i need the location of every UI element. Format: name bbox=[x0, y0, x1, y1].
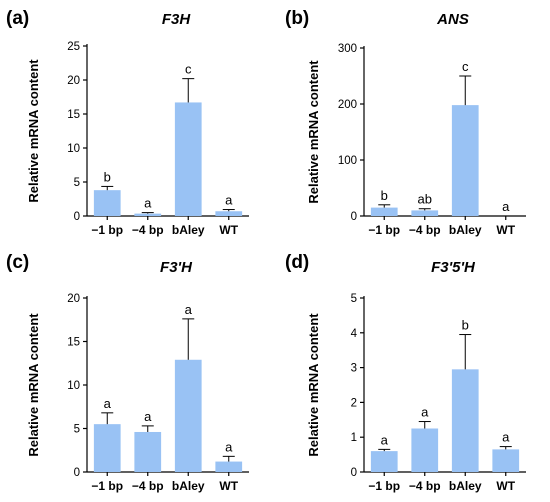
significance-label: c bbox=[185, 62, 192, 77]
x-tick-label: −4 bp bbox=[409, 223, 441, 237]
significance-label: a bbox=[225, 193, 233, 208]
chart-panel: (a) F3H Relative mRNA content 0 5 10 15 20 25 b −1… bbox=[6, 8, 249, 237]
significance-label: a bbox=[225, 439, 233, 454]
y-tick-label: 20 bbox=[67, 75, 80, 87]
x-tick-label: bAley bbox=[172, 479, 205, 493]
bar bbox=[451, 105, 479, 216]
significance-label: a bbox=[144, 196, 152, 211]
significance-label: a bbox=[144, 409, 152, 424]
x-tick-label: WT bbox=[496, 479, 515, 493]
y-tick-label: 300 bbox=[338, 43, 357, 55]
y-axis-label: Relative mRNA content bbox=[26, 313, 41, 457]
bar bbox=[174, 102, 202, 216]
bar bbox=[93, 424, 121, 472]
significance-label: b bbox=[381, 188, 388, 203]
y-tick-label: 15 bbox=[67, 337, 80, 349]
y-tick-label: 0 bbox=[351, 211, 357, 223]
bar bbox=[492, 449, 520, 472]
chart-title: ANS bbox=[436, 11, 469, 28]
bar bbox=[134, 431, 162, 472]
y-axis-label: Relative mRNA content bbox=[306, 60, 321, 204]
chart-title: F3'5'H bbox=[431, 259, 476, 276]
significance-label: c bbox=[462, 59, 469, 74]
chart-panel: (d) F3'5'H Relative mRNA content 0 1 2 3 4 5 a −1 … bbox=[285, 252, 526, 493]
y-tick-label: 200 bbox=[338, 99, 357, 111]
y-tick-label: 10 bbox=[67, 380, 80, 392]
chart-panel: (b) ANS Relative mRNA content 0 100 200 300 b −1… bbox=[285, 8, 526, 237]
x-tick-label: −1 bp bbox=[368, 479, 400, 493]
x-tick-label: WT bbox=[496, 223, 515, 237]
y-tick-label: 3 bbox=[351, 363, 357, 375]
bar bbox=[370, 451, 398, 472]
y-tick-label: 2 bbox=[351, 397, 357, 409]
bar bbox=[451, 369, 479, 472]
x-tick-label: bAley bbox=[172, 223, 205, 237]
x-tick-label: bAley bbox=[449, 223, 482, 237]
x-tick-label: −1 bp bbox=[91, 479, 123, 493]
significance-label: b bbox=[462, 318, 469, 333]
bar bbox=[174, 359, 202, 472]
significance-label: a bbox=[502, 199, 510, 214]
y-tick-label: 5 bbox=[74, 424, 80, 436]
x-tick-label: −1 bp bbox=[91, 223, 123, 237]
panel-label: (d) bbox=[285, 252, 309, 273]
y-axis-label: Relative mRNA content bbox=[26, 59, 41, 203]
y-axis-label: Relative mRNA content bbox=[306, 313, 321, 457]
x-tick-label: bAley bbox=[449, 479, 482, 493]
significance-label: a bbox=[104, 396, 112, 411]
significance-label: a bbox=[381, 432, 389, 447]
bar bbox=[411, 428, 439, 472]
significance-label: a bbox=[502, 430, 510, 445]
y-tick-label: 25 bbox=[67, 41, 80, 53]
y-tick-label: 0 bbox=[74, 467, 80, 479]
y-tick-label: 5 bbox=[351, 293, 357, 305]
x-tick-label: −4 bp bbox=[132, 223, 164, 237]
y-tick-label: 1 bbox=[351, 432, 357, 444]
x-tick-label: WT bbox=[219, 479, 238, 493]
panel-label: (a) bbox=[6, 8, 29, 29]
bar bbox=[134, 213, 162, 216]
bar bbox=[93, 190, 121, 216]
bar bbox=[215, 211, 243, 216]
significance-label: ab bbox=[418, 192, 432, 207]
x-tick-label: WT bbox=[219, 223, 238, 237]
panel-label: (c) bbox=[6, 252, 29, 273]
y-tick-label: 20 bbox=[67, 293, 80, 305]
chart-panel: (c) F3'H Relative mRNA content 0 5 10 15 20 a −1 … bbox=[6, 252, 249, 493]
bar bbox=[411, 210, 439, 216]
y-tick-label: 100 bbox=[338, 155, 357, 167]
significance-label: a bbox=[185, 302, 193, 317]
y-tick-label: 10 bbox=[67, 143, 80, 155]
x-tick-label: −4 bp bbox=[409, 479, 441, 493]
y-tick-label: 5 bbox=[74, 177, 80, 189]
y-tick-label: 4 bbox=[351, 328, 358, 340]
y-tick-label: 0 bbox=[74, 211, 80, 223]
bar bbox=[370, 207, 398, 216]
panel-label: (b) bbox=[285, 8, 309, 29]
x-tick-label: −1 bp bbox=[368, 223, 400, 237]
chart-title: F3'H bbox=[160, 259, 193, 276]
y-tick-label: 0 bbox=[351, 467, 357, 479]
bar bbox=[215, 461, 243, 472]
significance-label: b bbox=[104, 169, 111, 184]
significance-label: a bbox=[421, 405, 429, 420]
y-tick-label: 15 bbox=[67, 109, 80, 121]
chart-title: F3H bbox=[162, 11, 192, 28]
x-tick-label: −4 bp bbox=[132, 479, 164, 493]
